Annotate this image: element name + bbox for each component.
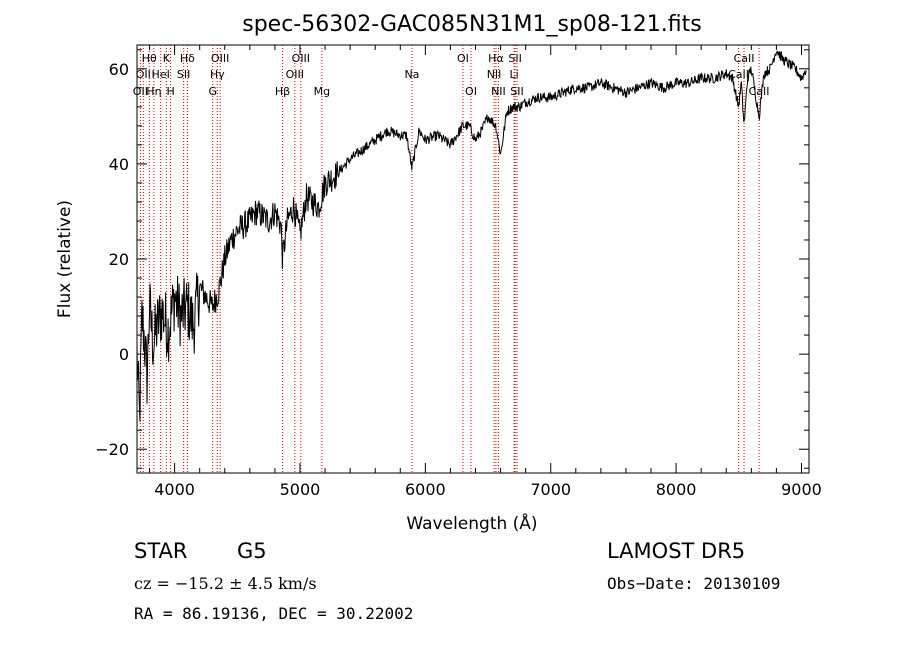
line-label-7: SII [177,68,190,81]
y-tick-label-1: 0 [119,345,129,364]
line-label-6: H [166,85,174,98]
line-label-9: G [208,85,217,98]
object-class: STAR [134,539,188,563]
line-label-3: Hη [146,85,161,98]
survey-name: LAMOST DR5 [607,539,746,563]
line-label-0: OII [133,85,148,98]
line-label-15: Mg [314,85,330,98]
line-label-27: CaII [749,85,770,98]
spectral-subclass: G5 [237,539,267,563]
y-tick-label-3: 40 [109,155,129,174]
x-axis: 4000 5000 6000 7000 8000 9000 [149,45,822,499]
line-label-14: OIII [292,52,310,65]
line-label-21: NII [491,85,506,98]
line-label-5: K [163,52,171,65]
y-tick-label-2: 20 [109,250,129,269]
x-tick-label-1: 5000 [280,480,321,499]
spectral-line-markers [139,45,760,473]
line-label-23: SII [508,52,521,65]
observation-date: Obs−Date: 20130109 [607,574,781,593]
line-label-26: CaII [734,52,755,65]
x-tick-label-0: 4000 [154,480,195,499]
line-label-1: OII [136,68,151,81]
line-label-22: Li [510,68,519,81]
plot-frame [136,44,810,474]
y-tick-label-4: 60 [109,60,129,79]
line-label-8: Hδ [180,52,195,65]
spectrum-line [136,50,807,422]
line-label-13: OIII [286,68,304,81]
line-label-16: Na [404,68,419,81]
line-label-11: OIII [211,52,229,65]
line-label-24: SII [510,85,523,98]
x-tick-label-3: 7000 [530,480,571,499]
line-label-4: HeI [152,68,170,81]
line-label-19: NII [487,68,502,81]
y-tick-label-0: −20 [95,440,129,459]
x-tick-label-2: 6000 [405,480,446,499]
y-axis: −20 0 20 40 60 [95,49,809,469]
line-label-12: Hβ [275,85,290,98]
y-axis-label: Flux (relative) [55,200,75,318]
coordinates-readout: RA = 86.19136, DEC = 30.22002 [134,604,414,623]
velocity-readout: cz = −15.2 ± 4.5 km/s [134,574,317,593]
line-label-2: Hθ [142,52,157,65]
line-label-18: OI [465,85,477,98]
x-tick-label-4: 8000 [656,480,697,499]
chart-title: spec-56302-GAC085N31M1_sp08-121.fits [242,12,702,37]
spectral-line-labels: OIIOIIHθHηHeIKHSIIHδGHγOIIIHβOIIIOIIIMgN… [133,52,770,98]
line-label-20: Hα [488,52,504,65]
line-label-10: Hγ [210,68,225,81]
line-label-17: OI [457,52,469,65]
x-tick-label-5: 9000 [781,480,822,499]
x-axis-label: Wavelength (Å) [406,512,537,534]
